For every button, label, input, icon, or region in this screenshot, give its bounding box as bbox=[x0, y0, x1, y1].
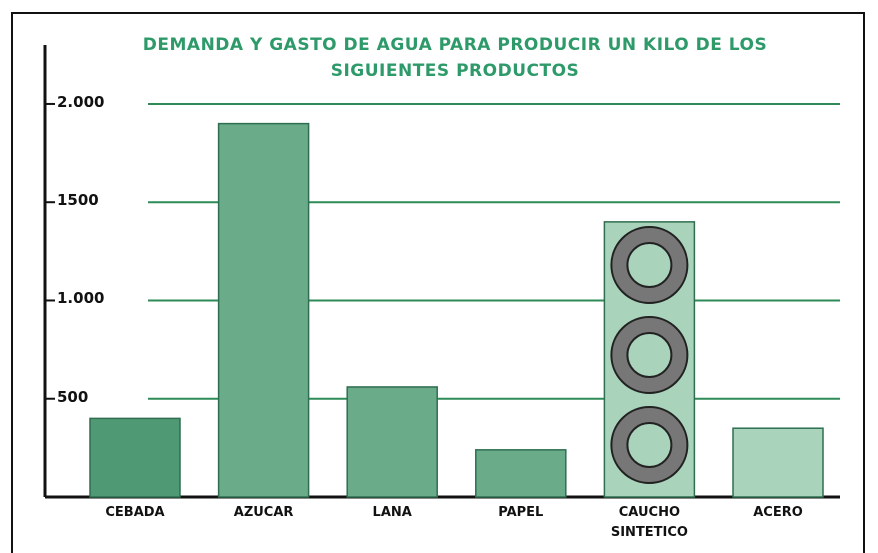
y-tick-label: 1500 bbox=[57, 191, 99, 210]
frame bbox=[11, 12, 865, 553]
x-tick-label: PAPEL bbox=[498, 505, 544, 520]
y-tick-label: 2.000 bbox=[57, 92, 105, 111]
tire-icon bbox=[626, 332, 673, 378]
y-tick-label: 1.000 bbox=[57, 289, 105, 308]
bar bbox=[89, 417, 181, 498]
x-tick-label: LANA bbox=[372, 505, 412, 520]
tire-icon bbox=[626, 422, 673, 468]
x-tick-label: AZUCAR bbox=[233, 505, 294, 520]
y-tick-label: 500 bbox=[57, 387, 89, 406]
tire-icon bbox=[626, 242, 673, 288]
chart-title: DEMANDA Y GASTO DE AGUA PARA PRODUCIR UN… bbox=[142, 35, 768, 81]
bar bbox=[346, 386, 438, 498]
x-tick-label: CEBADA bbox=[105, 505, 165, 520]
x-tick-label: ACERO bbox=[753, 505, 803, 520]
x-tick-label: CAUCHO SINTETICO bbox=[610, 505, 688, 540]
bar bbox=[475, 449, 567, 498]
bar bbox=[217, 122, 310, 498]
bar bbox=[732, 427, 824, 498]
